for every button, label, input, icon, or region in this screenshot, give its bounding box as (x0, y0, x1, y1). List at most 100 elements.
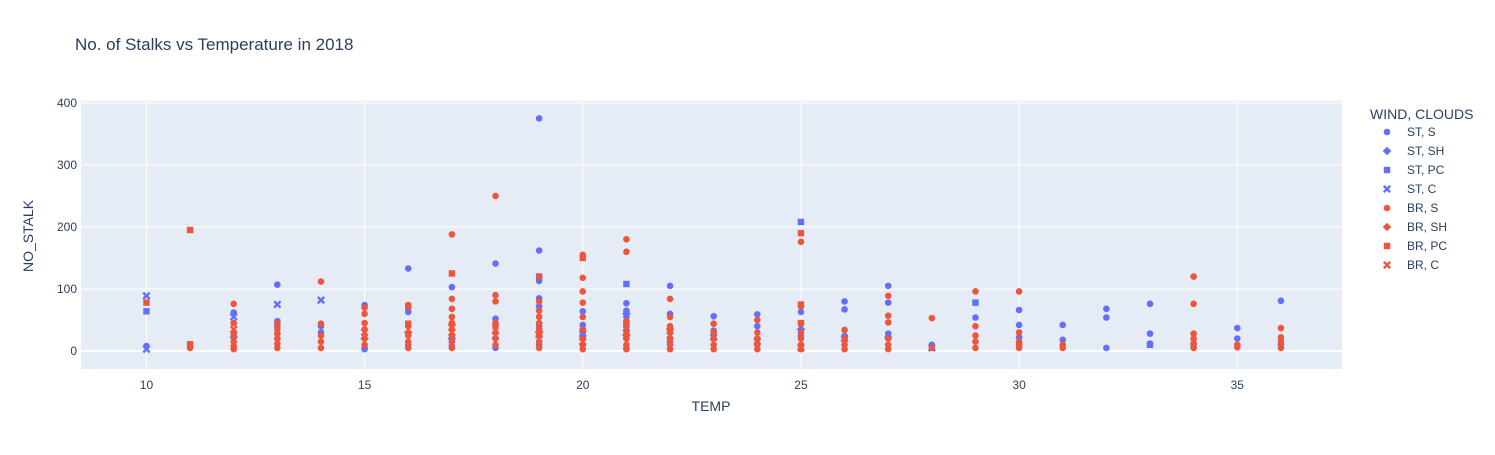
data-point (796, 343, 805, 352)
legend-label: ST, SH (1407, 144, 1444, 158)
data-point (403, 328, 413, 337)
data-point (972, 314, 979, 321)
data-point (317, 320, 325, 328)
data-point (274, 281, 281, 288)
data-point (535, 319, 543, 327)
data-point (360, 328, 369, 337)
data-point (492, 260, 499, 267)
data-point (710, 335, 717, 342)
data-point (841, 306, 848, 313)
data-point (492, 335, 499, 342)
data-point (492, 341, 499, 349)
data-point (1190, 300, 1197, 308)
data-point (1190, 335, 1197, 342)
legend-marker (1383, 128, 1391, 136)
x-tick-label: 15 (358, 378, 372, 392)
data-point (361, 304, 368, 311)
data-point (710, 329, 717, 336)
series-5 (403, 320, 675, 340)
data-point (623, 319, 630, 327)
legend-item[interactable]: ST, PC (1383, 163, 1445, 177)
data-point (578, 337, 587, 346)
legend-marker (1382, 146, 1392, 156)
data-point (142, 291, 151, 300)
data-point (404, 308, 412, 316)
data-point (273, 300, 282, 309)
data-point (404, 338, 412, 346)
x-axis-ticks: 10 15 20 25 30 35 (140, 378, 1245, 392)
data-point (230, 345, 238, 353)
legend-item[interactable]: BR, S (1383, 201, 1439, 215)
data-point (492, 322, 499, 330)
data-point (797, 301, 805, 308)
legend-item[interactable]: ST, S (1383, 125, 1436, 139)
data-point (317, 338, 325, 346)
data-point (448, 313, 456, 321)
data-point (797, 319, 805, 327)
data-point (710, 312, 717, 320)
series-6 (143, 226, 1023, 349)
data-point (579, 254, 586, 262)
data-point (1233, 335, 1241, 342)
data-point (535, 115, 543, 122)
legend-item[interactable]: BR, C (1382, 258, 1440, 272)
data-point (535, 247, 543, 254)
data-point (1103, 314, 1110, 321)
data-point (1059, 336, 1067, 344)
data-point (535, 273, 543, 280)
data-point (928, 314, 936, 322)
data-point (666, 295, 674, 303)
legend-marker (1383, 242, 1391, 250)
legend-label: BR, PC (1407, 239, 1447, 253)
data-point (972, 322, 979, 330)
data-point (972, 344, 979, 352)
data-point (1059, 321, 1067, 329)
data-point (1146, 341, 1154, 349)
legend-label: ST, S (1407, 125, 1436, 139)
data-point (754, 345, 761, 353)
legend-item[interactable]: ST, C (1382, 182, 1437, 196)
y-tick-label: 100 (57, 282, 77, 296)
y-tick-label: 400 (57, 96, 77, 110)
data-point (317, 278, 325, 285)
data-point (579, 299, 587, 306)
data-point (448, 270, 456, 277)
data-point (884, 345, 892, 353)
data-point (1103, 344, 1110, 352)
data-point (841, 335, 848, 342)
legend-label: BR, S (1407, 201, 1438, 215)
data-point (623, 236, 630, 243)
grid-lines (81, 101, 1342, 369)
x-tick-label: 35 (1231, 378, 1245, 392)
data-point (404, 344, 412, 352)
data-point (797, 218, 805, 226)
legend-item[interactable]: BR, PC (1383, 239, 1448, 253)
data-point (797, 229, 805, 237)
legend-item[interactable]: BR, SH (1382, 220, 1447, 234)
data-point (623, 248, 630, 256)
data-point (754, 329, 761, 336)
legend-marker (1383, 204, 1391, 212)
data-point (665, 324, 675, 334)
data-point (448, 283, 456, 291)
data-point (229, 312, 238, 321)
data-point (1015, 321, 1023, 329)
data-point (579, 308, 587, 315)
data-point (1233, 324, 1241, 332)
data-point (1103, 305, 1110, 313)
data-point (143, 308, 150, 315)
data-point (492, 298, 499, 305)
data-point (535, 338, 543, 346)
data-point (186, 226, 194, 234)
data-point (1146, 330, 1154, 337)
legend-item[interactable]: ST, SH (1382, 144, 1445, 158)
data-point (797, 329, 805, 336)
data-point (1146, 300, 1154, 308)
data-point (972, 338, 979, 346)
legend-label: BR, SH (1407, 220, 1447, 234)
legend-marker (1383, 166, 1391, 174)
data-point (535, 313, 543, 321)
data-point (623, 345, 630, 353)
data-point (448, 295, 456, 303)
